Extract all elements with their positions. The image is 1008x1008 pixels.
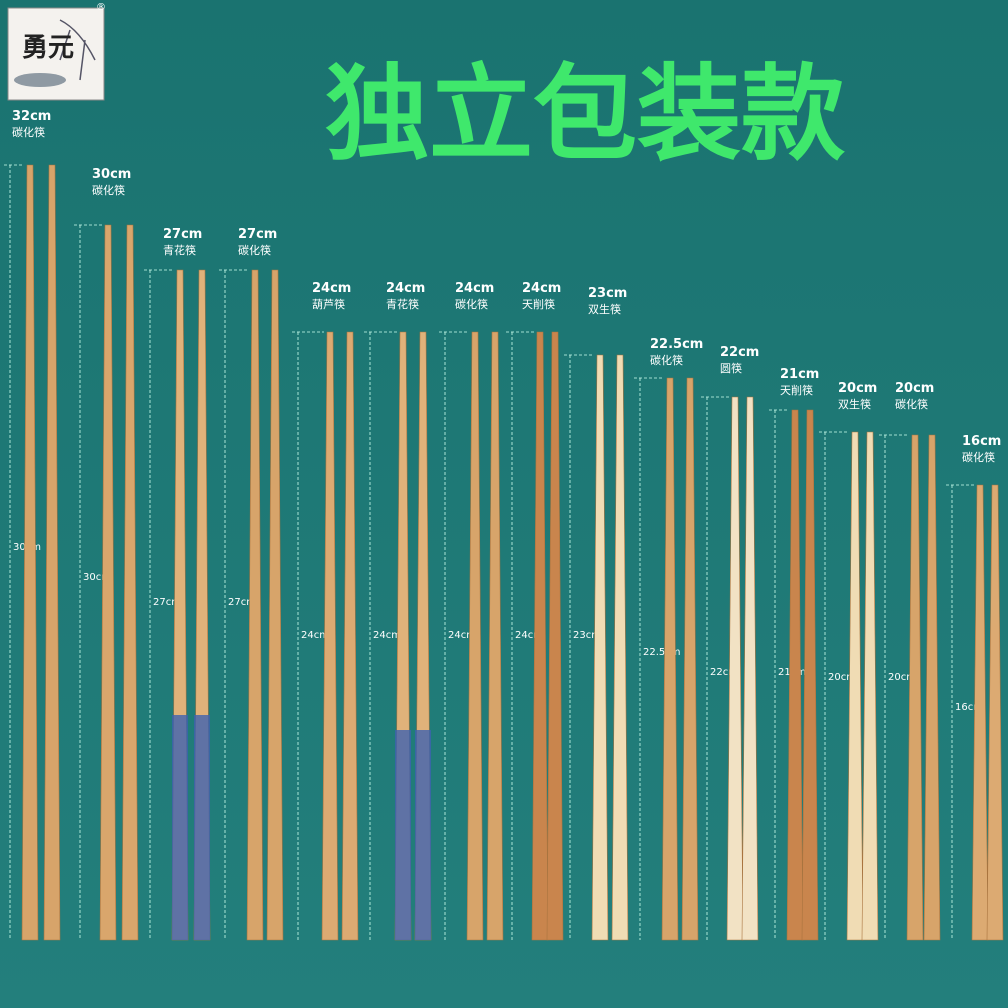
measure-label: 24cm xyxy=(373,630,401,641)
chopstick xyxy=(99,224,117,941)
kind-label: 碳化筷 xyxy=(650,353,683,367)
size-label: 24cm xyxy=(522,281,561,296)
measure-label: 22cm xyxy=(710,667,738,678)
kind-label: 双生筷 xyxy=(838,397,871,411)
chopstick xyxy=(121,224,139,941)
size-label: 22.5cm xyxy=(650,337,703,352)
size-label: 20cm xyxy=(838,381,877,396)
chopstick xyxy=(266,269,284,941)
kind-label: 碳化筷 xyxy=(455,297,488,311)
kind-label: 碳化筷 xyxy=(238,243,271,257)
chopstick xyxy=(486,331,504,941)
kind-label: 葫芦筷 xyxy=(312,297,345,311)
logo-bamboo xyxy=(59,19,96,81)
chopstick xyxy=(861,431,879,941)
measure-label: 30cm xyxy=(83,572,111,583)
logo-rock xyxy=(14,73,66,87)
kind-label: 双生筷 xyxy=(588,302,621,316)
size-label: 23cm xyxy=(588,286,627,301)
kind-label: 碳化筷 xyxy=(895,397,928,411)
blue-pattern xyxy=(172,715,188,940)
kind-label: 碳化筷 xyxy=(12,125,45,139)
measure-label: 23cm xyxy=(573,630,601,641)
chopstick xyxy=(466,331,484,941)
size-label: 27cm xyxy=(163,227,202,242)
size-label: 30cm xyxy=(92,167,131,182)
title: 独立包装款 xyxy=(325,53,845,175)
measure-label: 24cm xyxy=(448,630,476,641)
chopstick xyxy=(681,377,699,941)
size-label: 32cm xyxy=(12,109,51,124)
chopstick xyxy=(546,331,564,941)
items: 32cm碳化筷30cm30cm碳化筷30cm27cm青花筷27cm27cm碳化筷… xyxy=(4,109,1004,941)
chopstick xyxy=(341,331,359,941)
size-label: 24cm xyxy=(455,281,494,296)
logo-text: 勇元 xyxy=(22,33,74,63)
kind-label: 碳化筷 xyxy=(92,183,125,197)
measure-label: 20cm xyxy=(888,672,916,683)
size-label: 27cm xyxy=(238,227,277,242)
chopstick xyxy=(986,484,1004,941)
blue-pattern xyxy=(395,730,411,940)
measure-label: 20cm xyxy=(828,672,856,683)
measure-label: 24cm xyxy=(301,630,329,641)
chopstick xyxy=(246,269,264,941)
measure-label: 24cm xyxy=(515,630,543,641)
size-label: 20cm xyxy=(895,381,934,396)
chopstick xyxy=(801,409,819,941)
size-label: 24cm xyxy=(312,281,351,296)
size-label: 16cm xyxy=(962,434,1001,449)
measure-label: 27cm xyxy=(228,597,256,608)
measure-label: 22.5cm xyxy=(643,647,681,658)
chopstick xyxy=(591,354,609,941)
measure-label: 16cm xyxy=(955,702,983,713)
blue-pattern xyxy=(194,715,210,940)
kind-label: 青花筷 xyxy=(163,243,196,257)
kind-label: 圆筷 xyxy=(720,361,742,375)
logo-mark: ® xyxy=(96,2,106,13)
chopstick xyxy=(43,164,61,941)
kind-label: 天削筷 xyxy=(522,297,555,311)
kind-label: 碳化筷 xyxy=(962,450,995,464)
chopstick xyxy=(906,434,924,941)
chopstick xyxy=(321,331,339,941)
chopstick xyxy=(741,396,759,941)
chopstick xyxy=(21,164,39,941)
chopstick xyxy=(923,434,941,941)
kind-label: 青花筷 xyxy=(386,297,419,311)
size-label: 22cm xyxy=(720,345,759,360)
kind-label: 天削筷 xyxy=(780,383,813,397)
chopstick xyxy=(661,377,679,941)
size-label: 21cm xyxy=(780,367,819,382)
blue-pattern xyxy=(415,730,431,940)
size-label: 24cm xyxy=(386,281,425,296)
chopstick xyxy=(611,354,629,941)
measure-label: 27cm xyxy=(153,597,181,608)
